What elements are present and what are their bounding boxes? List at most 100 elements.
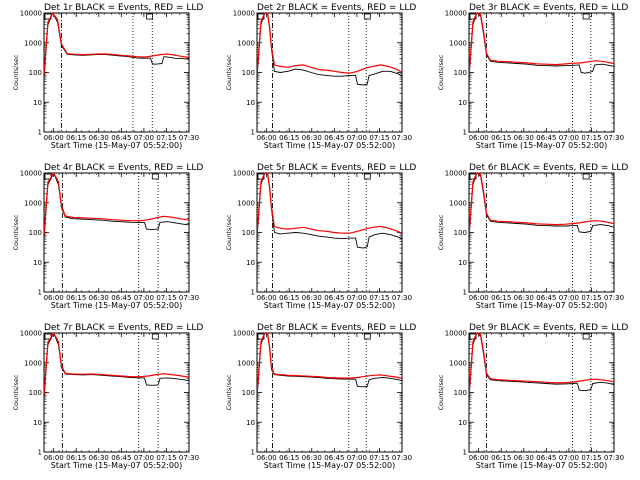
lld-series-line xyxy=(44,173,189,236)
events-series-line xyxy=(257,13,402,86)
lld-series-line xyxy=(44,13,189,76)
series-group xyxy=(44,13,189,80)
x-axis-label: Start Time (15-May-07 05:52:00) xyxy=(264,301,395,310)
events-series-line xyxy=(257,333,402,400)
x-axis-label: Start Time (15-May-07 05:52:00) xyxy=(51,461,182,470)
y-tick-label: 100 xyxy=(29,389,42,397)
plot-frame xyxy=(468,12,615,133)
panel-title: Det 1r BLACK = Events, RED = LLD xyxy=(44,3,203,13)
panel-6: Det 6r BLACK = Events, RED = LLD 1 10 100 10… xyxy=(437,163,628,310)
x-tick-label: 07:30 xyxy=(604,454,624,462)
y-tick-label: 10 xyxy=(246,259,255,267)
y-tick-label: 1000 xyxy=(24,39,42,47)
lld-series-line xyxy=(257,13,402,76)
flag-marker xyxy=(363,333,371,340)
y-tick-label: 1000 xyxy=(449,359,467,367)
x-tick-label: 07:30 xyxy=(179,134,199,142)
y-axis-label: Counts/sec xyxy=(12,54,20,90)
x-tick-label: 07:15 xyxy=(156,294,176,302)
series-group xyxy=(469,13,614,80)
x-tick-label: 07:15 xyxy=(369,294,389,302)
x-tick-label: 06:30 xyxy=(514,454,534,462)
x-tick-label: 06:15 xyxy=(279,454,299,462)
x-tick-label: 07:00 xyxy=(134,294,154,302)
x-axis-label: Start Time (15-May-07 05:52:00) xyxy=(264,461,395,470)
x-tick-label: 06:30 xyxy=(89,454,109,462)
series-group xyxy=(469,173,614,240)
x-tick-label: 07:30 xyxy=(179,294,199,302)
panel-1: Det 1r BLACK = Events, RED = LLD 1 10 100 10… xyxy=(12,3,203,150)
y-tick-label: 10000 xyxy=(20,330,42,338)
y-axis-label: Counts/sec xyxy=(225,374,233,410)
y-tick-label: 1000 xyxy=(237,39,255,47)
x-tick-label: 06:30 xyxy=(89,294,109,302)
panel-title: Det 4r BLACK = Events, RED = LLD xyxy=(44,163,203,173)
panel-title: Det 6r BLACK = Events, RED = LLD xyxy=(469,163,628,173)
x-tick-label: 07:00 xyxy=(134,454,154,462)
x-tick-label: 07:00 xyxy=(134,134,154,142)
x-tick-label: 07:30 xyxy=(604,294,624,302)
y-tick-label: 10 xyxy=(458,419,467,427)
y-tick-label: 1000 xyxy=(24,359,42,367)
x-tick-label: 06:45 xyxy=(324,454,344,462)
y-tick-label: 10000 xyxy=(445,330,467,338)
events-series-line xyxy=(44,173,189,240)
y-tick-label: 1 xyxy=(38,289,42,297)
x-tick-label: 06:30 xyxy=(89,134,109,142)
y-tick-label: 10 xyxy=(33,99,42,107)
y-tick-label: 1000 xyxy=(24,199,42,207)
y-tick-label: 10 xyxy=(33,259,42,267)
panel-title: Det 7r BLACK = Events, RED = LLD xyxy=(44,323,203,333)
x-tick-label: 06:15 xyxy=(491,134,511,142)
x-tick-label: 06:30 xyxy=(302,294,322,302)
y-tick-label: 100 xyxy=(454,229,467,237)
y-tick-label: 10 xyxy=(33,419,42,427)
series-group xyxy=(257,333,402,400)
panel-title: Det 2r BLACK = Events, RED = LLD xyxy=(257,3,416,13)
plot-frame xyxy=(256,172,403,293)
plot-frame xyxy=(468,172,615,293)
x-axis-label: Start Time (15-May-07 05:52:00) xyxy=(264,141,395,150)
y-tick-label: 1000 xyxy=(237,359,255,367)
y-axis-label: Counts/sec xyxy=(437,214,445,250)
x-tick-label: 06:15 xyxy=(279,294,299,302)
lld-series-line xyxy=(469,333,614,396)
events-series-line xyxy=(257,173,402,249)
x-tick-label: 06:15 xyxy=(491,454,511,462)
x-tick-label: 06:00 xyxy=(44,454,64,462)
x-tick-label: 07:15 xyxy=(156,134,176,142)
y-tick-label: 10 xyxy=(246,99,255,107)
y-tick-label: 1 xyxy=(463,129,467,137)
x-tick-label: 06:00 xyxy=(469,134,489,142)
y-tick-label: 10000 xyxy=(233,170,255,178)
lld-series-line xyxy=(44,333,189,396)
y-axis-label: Counts/sec xyxy=(225,214,233,250)
x-tick-label: 07:15 xyxy=(581,134,601,142)
events-series-line xyxy=(469,13,614,80)
y-tick-label: 1000 xyxy=(449,199,467,207)
y-tick-label: 100 xyxy=(29,229,42,237)
series-group xyxy=(44,333,189,400)
x-tick-label: 06:30 xyxy=(302,134,322,142)
x-tick-label: 06:15 xyxy=(66,134,86,142)
y-tick-label: 1 xyxy=(463,449,467,457)
x-tick-label: 06:45 xyxy=(536,454,556,462)
flag-marker xyxy=(151,173,159,180)
panel-title: Det 3r BLACK = Events, RED = LLD xyxy=(469,3,628,13)
y-tick-label: 10000 xyxy=(20,170,42,178)
plot-frame xyxy=(43,172,190,293)
x-tick-label: 06:30 xyxy=(514,294,534,302)
panel-9: Det 9r BLACK = Events, RED = LLD 1 10 100 10… xyxy=(437,323,628,470)
flag-marker xyxy=(582,173,590,180)
plot-frame xyxy=(468,332,615,453)
x-tick-label: 07:30 xyxy=(392,134,412,142)
x-tick-label: 06:00 xyxy=(257,454,277,462)
panel-5: Det 5r BLACK = Events, RED = LLD 1 10 100 10… xyxy=(225,163,416,310)
series-group xyxy=(469,333,614,400)
y-tick-label: 10000 xyxy=(445,10,467,18)
x-tick-label: 07:00 xyxy=(347,134,367,142)
panel-4: Det 4r BLACK = Events, RED = LLD 1 10 100 10… xyxy=(12,163,203,310)
flag-marker xyxy=(363,13,371,20)
x-tick-label: 07:00 xyxy=(559,454,579,462)
